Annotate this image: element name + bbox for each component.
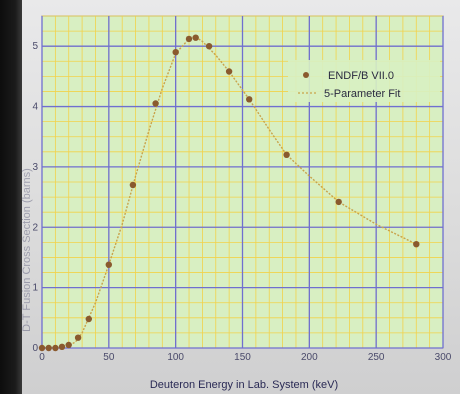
legend-label-points: ENDF/B VII.0 [328, 70, 394, 82]
data-points-layer [38, 34, 420, 352]
y-tick-label: 3 [32, 162, 38, 173]
data-point [85, 315, 93, 323]
data-point [413, 241, 420, 248]
data-point [185, 35, 193, 43]
x-tick-label: 150 [234, 352, 251, 363]
data-point [192, 34, 199, 41]
y-tick-labels: 0 1 2 3 4 5 [32, 41, 38, 354]
y-tick-label: 1 [32, 283, 38, 294]
data-point [38, 344, 46, 352]
data-point [172, 49, 179, 56]
fit-line [42, 36, 417, 349]
data-point [225, 68, 233, 75]
data-point [58, 343, 66, 350]
data-point [283, 151, 290, 158]
data-point [205, 43, 213, 50]
dark-left-edge [0, 0, 22, 394]
y-tick-label: 4 [32, 102, 38, 113]
y-tick-label: 2 [32, 222, 38, 233]
data-point [246, 96, 253, 103]
x-tick-label: 250 [368, 352, 385, 363]
x-tick-label: 0 [39, 352, 45, 363]
data-point [105, 261, 113, 268]
x-tick-labels: 0 50 100 150 200 250 300 [39, 352, 452, 363]
x-tick-label: 100 [167, 352, 184, 363]
data-point [45, 344, 52, 352]
x-tick-label: 300 [435, 352, 452, 363]
y-tick-label: 5 [32, 41, 38, 52]
data-point [74, 334, 82, 341]
legend: ENDF/B VII.0 5-Parameter Fit [288, 60, 440, 102]
legend-marker-points [303, 72, 309, 78]
data-point [129, 181, 137, 189]
data-point [152, 100, 159, 107]
x-tick-label: 200 [301, 352, 318, 363]
data-point [52, 344, 59, 352]
x-axis-title: Deuteron Energy in Lab. System (keV) [150, 379, 338, 391]
y-tick-label: 0 [32, 343, 38, 354]
fit-line-layer [42, 36, 417, 349]
x-tick-label: 50 [103, 352, 115, 363]
y-axis-title: D-T Fusion Cross Section (barns) [21, 168, 33, 332]
data-point [335, 198, 342, 206]
legend-box [288, 60, 440, 102]
legend-label-line: 5-Parameter Fit [324, 88, 400, 100]
data-point [65, 341, 72, 349]
